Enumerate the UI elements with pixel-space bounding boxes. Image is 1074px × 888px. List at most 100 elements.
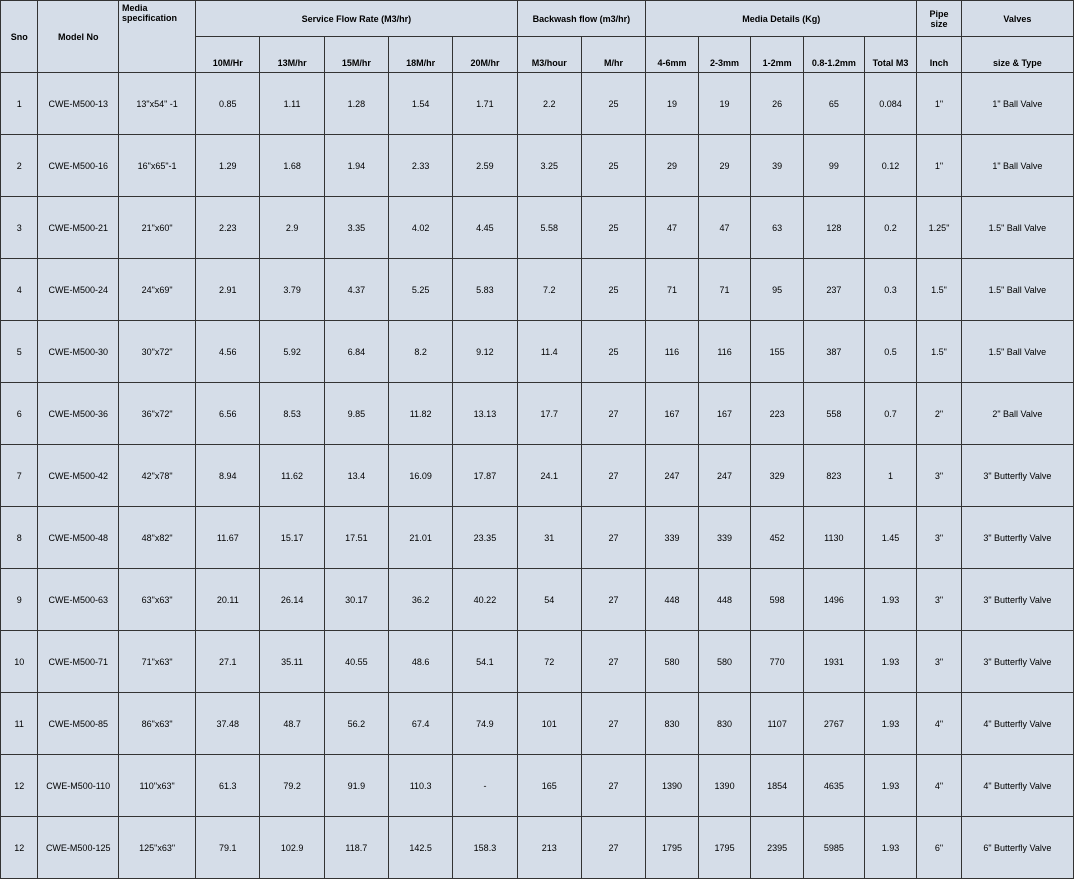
cell-pipe: 1.5": [917, 259, 961, 321]
cell-valve: 1.5" Ball Valve: [961, 197, 1073, 259]
cell-bw: 27: [581, 383, 645, 445]
cell-bw: 11.4: [517, 321, 581, 383]
cell-sf: 4.37: [324, 259, 388, 321]
table-header: Sno Model No Media specification Service…: [1, 1, 1074, 73]
cell-md: 598: [751, 569, 804, 631]
cell-media: 86"x63": [119, 693, 196, 755]
cell-sf: 67.4: [389, 693, 453, 755]
cell-md: 47: [698, 197, 751, 259]
cell-sno: 2: [1, 135, 38, 197]
cell-pipe: 3": [917, 445, 961, 507]
cell-sno: 4: [1, 259, 38, 321]
cell-sf: 56.2: [324, 693, 388, 755]
cell-md: 1496: [803, 569, 864, 631]
cell-sf: 1.68: [260, 135, 324, 197]
cell-md: 1.93: [864, 755, 917, 817]
cell-bw: 27: [581, 445, 645, 507]
cell-md: 1390: [646, 755, 699, 817]
cell-sf: 2.23: [196, 197, 260, 259]
cell-sf: -: [453, 755, 517, 817]
cell-sf: 1.54: [389, 73, 453, 135]
cell-sf: 1.29: [196, 135, 260, 197]
cell-pipe: 2": [917, 383, 961, 445]
cell-sf: 118.7: [324, 817, 388, 879]
cell-model: CWE-M500-85: [38, 693, 119, 755]
cell-media: 30"x72": [119, 321, 196, 383]
cell-sf: 1.94: [324, 135, 388, 197]
cell-bw: 5.58: [517, 197, 581, 259]
cell-md: 1931: [803, 631, 864, 693]
cell-sf: 1.71: [453, 73, 517, 135]
cell-md: 1.45: [864, 507, 917, 569]
table-row: 7CWE-M500-4242"x78"8.9411.6213.416.0917.…: [1, 445, 1074, 507]
cell-md: 452: [751, 507, 804, 569]
cell-sf: 15.17: [260, 507, 324, 569]
cell-valve: 1.5" Ball Valve: [961, 259, 1073, 321]
cell-sf: 8.2: [389, 321, 453, 383]
cell-model: CWE-M500-21: [38, 197, 119, 259]
cell-sf: 8.94: [196, 445, 260, 507]
cell-pipe: 4": [917, 693, 961, 755]
hdr-md-3: 0.8-1.2mm: [803, 37, 864, 73]
cell-md: 71: [698, 259, 751, 321]
cell-sf: 79.1: [196, 817, 260, 879]
cell-pipe: 3": [917, 507, 961, 569]
hdr-md-0: 4-6mm: [646, 37, 699, 73]
cell-bw: 25: [581, 73, 645, 135]
cell-sf: 8.53: [260, 383, 324, 445]
cell-sno: 9: [1, 569, 38, 631]
cell-md: 5985: [803, 817, 864, 879]
cell-valve: 3" Butterfly Valve: [961, 569, 1073, 631]
cell-pipe: 1": [917, 135, 961, 197]
hdr-sf-1: 13M/hr: [260, 37, 324, 73]
cell-md: 95: [751, 259, 804, 321]
cell-md: 1: [864, 445, 917, 507]
cell-media: 24"x69": [119, 259, 196, 321]
cell-sf: 5.92: [260, 321, 324, 383]
cell-md: 0.7: [864, 383, 917, 445]
cell-md: 167: [698, 383, 751, 445]
cell-bw: 25: [581, 321, 645, 383]
cell-md: 329: [751, 445, 804, 507]
cell-sno: 11: [1, 693, 38, 755]
table-row: 3CWE-M500-2121"x60"2.232.93.354.024.455.…: [1, 197, 1074, 259]
cell-sf: 79.2: [260, 755, 324, 817]
cell-media: 21"x60": [119, 197, 196, 259]
cell-md: 0.084: [864, 73, 917, 135]
cell-md: 1390: [698, 755, 751, 817]
cell-sf: 91.9: [324, 755, 388, 817]
cell-sno: 12: [1, 755, 38, 817]
cell-bw: 27: [581, 507, 645, 569]
cell-md: 1.93: [864, 631, 917, 693]
cell-sf: 48.6: [389, 631, 453, 693]
hdr-md-2: 1-2mm: [751, 37, 804, 73]
cell-md: 223: [751, 383, 804, 445]
cell-sno: 10: [1, 631, 38, 693]
cell-sf: 40.55: [324, 631, 388, 693]
cell-model: CWE-M500-36: [38, 383, 119, 445]
cell-pipe: 1": [917, 73, 961, 135]
cell-md: 580: [698, 631, 751, 693]
cell-sno: 5: [1, 321, 38, 383]
cell-media: 36"x72": [119, 383, 196, 445]
cell-sf: 9.12: [453, 321, 517, 383]
cell-sf: 23.35: [453, 507, 517, 569]
cell-bw: 3.25: [517, 135, 581, 197]
cell-md: 1795: [646, 817, 699, 879]
cell-md: 339: [698, 507, 751, 569]
table-body: 1CWE-M500-1313"x54" -10.851.111.281.541.…: [1, 73, 1074, 879]
cell-bw: 25: [581, 197, 645, 259]
cell-sf: 17.51: [324, 507, 388, 569]
cell-sf: 158.3: [453, 817, 517, 879]
hdr-media: Media specification: [119, 1, 196, 73]
hdr-bw-1: M/hr: [581, 37, 645, 73]
cell-sno: 12: [1, 817, 38, 879]
cell-sf: 4.56: [196, 321, 260, 383]
cell-sf: 5.25: [389, 259, 453, 321]
cell-md: 71: [646, 259, 699, 321]
table-row: 9CWE-M500-6363"x63"20.1126.1430.1736.240…: [1, 569, 1074, 631]
cell-md: 1795: [698, 817, 751, 879]
hdr-md-4: Total M3: [864, 37, 917, 73]
cell-valve: 1.5" Ball Valve: [961, 321, 1073, 383]
cell-media: 16"x65"-1: [119, 135, 196, 197]
